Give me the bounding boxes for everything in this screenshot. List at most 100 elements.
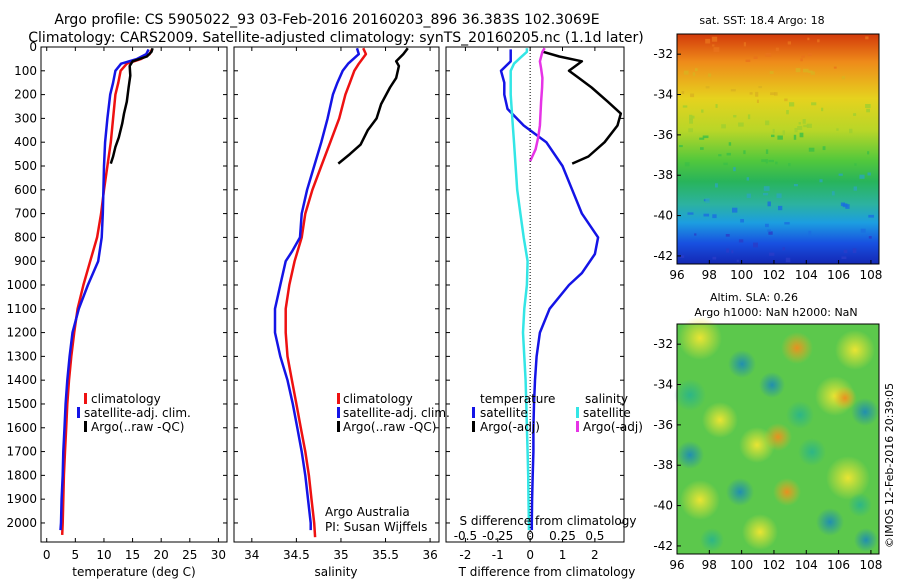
sla-eddy (848, 493, 872, 517)
sla-eddy (781, 332, 813, 364)
y-tick-label: 100 (14, 64, 37, 78)
sst-map-speckle (679, 36, 874, 263)
sst-speckle (785, 257, 791, 263)
sst-speckle (732, 207, 738, 213)
x-tick-label: 36 (422, 548, 437, 562)
sst-speckle (797, 126, 803, 130)
x-tick-label: -1 (492, 548, 504, 562)
temperature-panel: 0100200300400500600700800900100011001200… (6, 40, 228, 579)
sst-speckle (733, 167, 736, 172)
y-tick-label: 700 (14, 207, 37, 221)
sst-speckle (770, 92, 776, 96)
s-tick-label: 0.5 (585, 529, 604, 543)
sst-speckle (765, 52, 772, 57)
sst-speckle (801, 55, 805, 58)
sst-speckle (738, 239, 744, 243)
legend-header-temperature: temperature (480, 392, 555, 406)
x-tick-label: 35.5 (372, 548, 399, 562)
map-x-tick-label: 102 (763, 558, 786, 572)
temperature-xticks: 0 5 10 15 20 25 30 (43, 47, 226, 562)
sla-map-panel: Altim. SLA: 0.26 Argo h1000: NaN h2000: … (653, 291, 882, 572)
sst-speckle (789, 102, 795, 107)
x-tick-label: 25 (182, 548, 197, 562)
map-y-tick-label: -42 (653, 539, 673, 553)
sst-speckle (682, 105, 688, 108)
sst-speckle (849, 128, 853, 134)
sst-speckle (865, 104, 871, 108)
sst-speckle (782, 130, 785, 136)
annotation-pi: PI: Susan Wijffels (325, 520, 427, 534)
sla-eddy (680, 480, 720, 520)
sst-speckle (867, 151, 870, 155)
map-x-tick-label: 104 (795, 558, 818, 572)
difference-xlabel: T difference from climatology (458, 565, 636, 579)
sst-speckle (743, 150, 746, 155)
sst-speckle (810, 71, 815, 75)
sla-eddy (764, 423, 792, 451)
sst-speckle (681, 91, 685, 94)
x-tick-label: 2 (591, 548, 599, 562)
series-line-t-satellite (499, 49, 600, 531)
y-tick-label: 200 (14, 88, 37, 102)
y-tick-label: 1100 (6, 302, 37, 316)
map-y-tick-label: -34 (653, 88, 673, 102)
sst-speckle (803, 124, 809, 128)
sst-speckle (756, 99, 759, 103)
sst-speckle (728, 142, 732, 146)
sst-speckle (703, 213, 710, 217)
sst-speckle (694, 233, 697, 236)
salinity-legend: climatology satellite-adj. clim. Argo(..… (337, 392, 450, 434)
sst-speckle (803, 68, 809, 73)
sst-speckle (843, 249, 848, 254)
legend-label-climatology: climatology (91, 392, 161, 406)
sst-speckle (775, 47, 779, 52)
sla-map-yticks: -32 -34 -36 -38 -40 -42 (653, 337, 681, 553)
map-y-tick-label: -38 (653, 458, 673, 472)
sst-speckle (692, 72, 696, 76)
sst-speckle (819, 179, 823, 183)
sst-speckle (765, 149, 769, 154)
x-tick-label: 34.5 (283, 548, 310, 562)
sst-speckle (772, 128, 775, 134)
sst-speckle (776, 193, 782, 199)
sst-speckle (799, 132, 804, 138)
sst-speckle (774, 92, 778, 96)
sst-speckle (798, 122, 801, 125)
map-x-tick-label: 100 (730, 268, 753, 282)
map-x-tick-label: 96 (669, 558, 684, 572)
sst-speckle (713, 47, 720, 53)
sla-map-title-line2: Argo h1000: NaN h2000: NaN (694, 306, 857, 319)
map-x-tick-label: 108 (859, 558, 882, 572)
sst-speckle (795, 68, 801, 73)
sst-speckle (841, 76, 846, 80)
figure-header-line2: Climatology: CARS2009. Satellite-adjuste… (28, 30, 643, 46)
sst-speckle (808, 70, 813, 73)
salinity-xticks: 34 34.5 35 35.5 36 (244, 47, 438, 562)
y-tick-label: 800 (14, 230, 37, 244)
s-tick-label: -0.5 (454, 529, 477, 543)
sst-speckle (730, 89, 736, 92)
sst-speckle (866, 108, 870, 113)
sst-speckle (753, 242, 758, 248)
sst-speckle (765, 223, 769, 228)
s-tick-label: 0.25 (549, 529, 576, 543)
sst-speckle (679, 145, 683, 148)
y-tick-label: 400 (14, 135, 37, 149)
difference-legend: temperature salinity satellite Argo(-adj… (472, 392, 643, 434)
x-tick-label: 34 (244, 548, 259, 562)
legend-header-salinity: salinity (585, 392, 628, 406)
sst-speckle (775, 161, 778, 165)
sst-speckle (854, 163, 857, 166)
copyright-timestamp: ©IMOS 12-Feb-2016 20:39:05 (883, 383, 896, 548)
y-tick-label: 1900 (6, 492, 37, 506)
sst-speckle (708, 73, 712, 77)
sst-speckle (761, 159, 766, 163)
y-tick-label: 2000 (6, 516, 37, 530)
sst-speckle (749, 92, 753, 95)
sst-map-frame (676, 33, 880, 265)
temperature-xlabel: temperature (deg C) (72, 565, 195, 579)
sst-speckle (784, 222, 790, 225)
sst-speckle (758, 86, 762, 89)
map-y-tick-label: -32 (653, 337, 673, 351)
sst-speckle (782, 247, 785, 251)
